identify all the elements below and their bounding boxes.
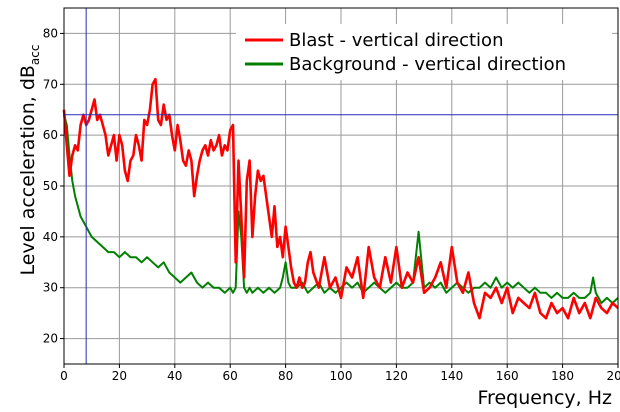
legend-background	[236, 24, 612, 80]
y-tick-labels: 20 30 40 50 60 70 80	[43, 26, 64, 346]
x-tick-labels: 0 20 40 60 80 100 120 140 160 180 200	[60, 364, 620, 383]
series-line-background	[63, 114, 619, 304]
x-tick-label: 180	[551, 369, 574, 383]
y-axis-title-subscript: acc	[28, 45, 42, 66]
y-tick-label: 40	[43, 230, 58, 244]
x-tick-label: 20	[112, 369, 127, 383]
x-tick-label: 80	[278, 369, 293, 383]
legend-label-background: Background - vertical direction	[289, 54, 566, 75]
y-tick-label: 50	[43, 179, 58, 193]
x-tick-label: 200	[607, 369, 620, 383]
cursor-crosshair	[64, 8, 618, 364]
x-tick-label: 0	[60, 369, 68, 383]
series-layer	[62, 77, 619, 320]
x-axis-title: Frequency, Hz	[478, 387, 613, 409]
legend: Blast - vertical direction Background - …	[236, 24, 612, 80]
x-tick-label: 60	[223, 369, 238, 383]
x-tick-label: 160	[496, 369, 519, 383]
x-tick-label: 120	[385, 369, 408, 383]
y-tick-label: 80	[43, 26, 58, 40]
x-tick-label: 140	[440, 369, 463, 383]
legend-label-blast: Blast - vertical direction	[289, 30, 503, 51]
x-tick-label: 100	[330, 369, 353, 383]
y-tick-label: 30	[43, 281, 58, 295]
y-tick-label: 20	[43, 332, 58, 346]
y-tick-label: 70	[43, 77, 58, 91]
y-axis-title: Level acceleration, dBacc	[17, 45, 42, 276]
series-line-blast	[62, 77, 619, 320]
x-tick-label: 40	[167, 369, 182, 383]
y-axis-title-main: Level acceleration, dB	[17, 65, 39, 275]
y-tick-label: 60	[43, 128, 58, 142]
